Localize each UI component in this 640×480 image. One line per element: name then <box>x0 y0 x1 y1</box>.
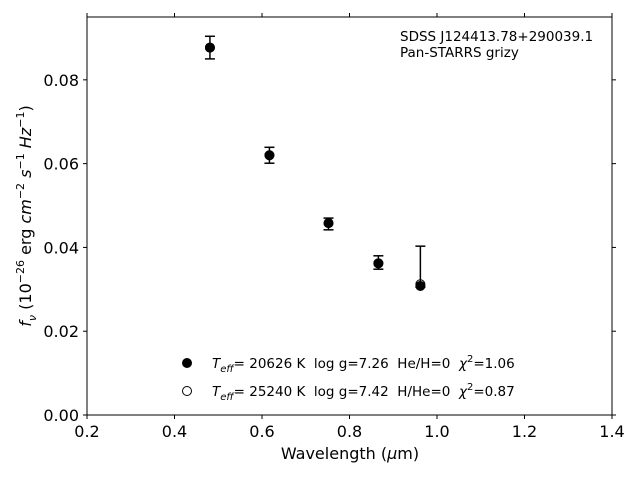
annotation-survey: Pan-STARRS grizy <box>400 45 519 61</box>
legend: Teff= 20626 K log g=7.26 He/H=0 χ2=1.06 … <box>182 354 515 403</box>
legend-marker-filled <box>182 358 192 368</box>
x-axis-ticks: 0.2 0.4 0.6 0.8 1.0 1.2 1.4 <box>74 13 625 441</box>
y-axis-ticks: 0.00 0.02 0.04 0.06 0.08 <box>43 71 616 425</box>
data-point-open <box>415 279 426 290</box>
data-point-open <box>323 218 334 229</box>
legend-entry-2: Teff= 25240 K log g=7.42 H/He=0 χ2=0.87 <box>212 382 515 403</box>
x-tick-label: 1.2 <box>512 422 537 441</box>
x-tick-label: 1.0 <box>424 422 449 441</box>
data-point-open <box>373 258 384 269</box>
error-bars <box>204 35 426 288</box>
x-tick-label: 0.6 <box>249 422 274 441</box>
x-tick-label: 0.8 <box>337 422 362 441</box>
y-tick-label: 0.04 <box>43 238 79 257</box>
y-tick-label: 0.06 <box>43 155 79 174</box>
legend-entry-1: Teff= 20626 K log g=7.26 He/H=0 χ2=1.06 <box>212 354 515 375</box>
y-tick-label: 0.02 <box>43 322 79 341</box>
y-tick-label: 0.08 <box>43 71 79 90</box>
legend-marker-open <box>182 386 192 396</box>
y-tick-label: 0.00 <box>43 406 79 425</box>
data-point-open <box>204 42 215 53</box>
data-point-open <box>264 150 275 161</box>
x-tick-label: 1.4 <box>599 422 624 441</box>
x-tick-label: 0.4 <box>162 422 187 441</box>
annotation-object-name: SDSS J124413.78+290039.1 <box>400 29 593 45</box>
x-tick-label: 0.2 <box>74 422 99 441</box>
y-axis-label: fν (10−26 erg cm−2 s−1 Hz−1) <box>14 105 39 326</box>
x-axis-label: Wavelength (μm) <box>281 444 419 463</box>
open-points <box>204 42 426 290</box>
filled-points <box>204 42 426 291</box>
